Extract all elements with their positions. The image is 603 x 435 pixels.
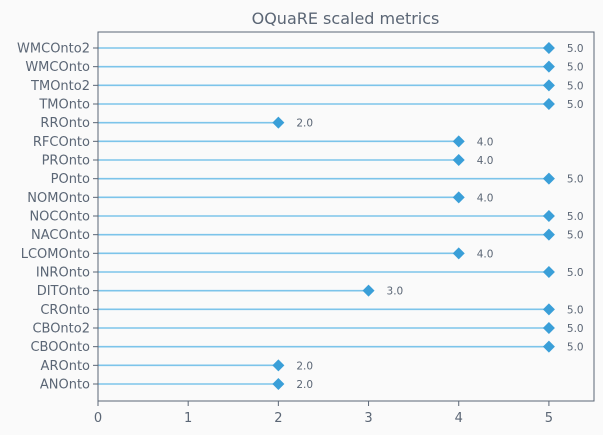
marker-anonto <box>272 378 285 390</box>
y-tick-label-ditonto: DITOnto <box>37 284 90 299</box>
marker-ditonto <box>362 284 375 297</box>
y-tick-label-pronto: PROnto <box>42 154 90 169</box>
x-tick-label-3: 3 <box>364 411 372 426</box>
marker-inronto <box>542 266 555 278</box>
y-tick-label-rronto: RROnto <box>40 116 90 131</box>
x-axis: 0 1 2 3 4 5 <box>94 401 553 426</box>
x-tick-label-2: 2 <box>274 411 282 426</box>
y-tick-label-anonto: ANOnto <box>40 378 90 393</box>
marker-wmconto <box>542 60 555 73</box>
marker-rronto <box>272 116 285 129</box>
value-label-nomonto: 4.0 <box>477 192 494 204</box>
value-label-noconto: 5.0 <box>567 211 584 223</box>
marker-wmconto2 <box>542 42 555 54</box>
y-tick-label-wmconto: WMCOnto <box>25 60 90 75</box>
y-tick-label-wmconto2: WMCOnto2 <box>17 42 90 57</box>
value-label-aronto: 2.0 <box>296 360 313 372</box>
y-tick-label-cboonto: CBOOnto <box>30 340 90 355</box>
marker-nomonto <box>452 191 465 204</box>
marker-tmonto2 <box>542 79 555 92</box>
marker-tmonto <box>542 98 555 110</box>
y-tick-label-lcomonto: LCOMOnto <box>21 247 90 262</box>
marker-rfconto <box>452 135 465 148</box>
y-tick-label-rfconto: RFCOnto <box>33 135 90 150</box>
data-labels-group: 2.0 2.0 5.0 5.0 5.0 3.0 5.0 4.0 5.0 5.0 4.0 5.0 4.0 4… <box>296 43 583 391</box>
value-label-inronto: 5.0 <box>567 267 584 279</box>
value-label-tmonto2: 5.0 <box>567 80 584 92</box>
value-label-ponto: 5.0 <box>567 174 584 186</box>
y-tick-label-tmonto: TMOnto <box>38 98 90 113</box>
x-tick-label-1: 1 <box>184 411 192 426</box>
y-axis: ANOnto AROnto CBOOnto CBOnto2 CROnto DITOnto I… <box>17 42 98 393</box>
chart-title: OQuaRE scaled metrics <box>252 9 440 28</box>
y-tick-label-ponto: POnto <box>51 172 90 187</box>
marker-cboonto <box>542 340 555 353</box>
y-tick-label-tmonto2: TMOnto2 <box>30 79 90 94</box>
value-label-cboonto: 5.0 <box>567 342 584 354</box>
value-label-naconto: 5.0 <box>567 230 584 242</box>
value-label-rronto: 2.0 <box>296 118 313 130</box>
value-label-rfconto: 4.0 <box>477 136 494 148</box>
stems-group <box>98 47 549 385</box>
marker-cronto <box>542 303 555 316</box>
x-tick-label-4: 4 <box>455 411 463 426</box>
value-label-cronto: 5.0 <box>567 304 584 316</box>
marker-ponto <box>542 172 555 185</box>
y-tick-label-noconto: NOCOnto <box>29 210 90 225</box>
plot-frame <box>97 31 595 402</box>
value-label-anonto: 2.0 <box>296 379 313 391</box>
value-label-lcomonto: 4.0 <box>477 248 494 260</box>
markers-group <box>272 42 555 390</box>
x-tick-label-0: 0 <box>94 411 102 426</box>
y-tick-label-naconto: NACOnto <box>31 228 90 243</box>
value-label-pronto: 4.0 <box>477 155 494 167</box>
x-tick-label-5: 5 <box>545 411 553 426</box>
y-tick-label-cbonto2: CBOnto2 <box>32 322 90 337</box>
y-tick-label-inronto: INROnto <box>36 266 90 281</box>
marker-naconto <box>542 228 555 241</box>
marker-lcomonto <box>452 247 465 260</box>
value-label-tmonto: 5.0 <box>567 99 584 111</box>
y-tick-label-aronto: AROnto <box>41 359 90 374</box>
value-label-cbonto2: 5.0 <box>567 323 584 335</box>
value-label-wmconto2: 5.0 <box>567 43 584 55</box>
value-label-ditonto: 3.0 <box>387 286 404 298</box>
y-tick-label-cronto: CROnto <box>40 303 90 318</box>
marker-cbonto2 <box>542 322 555 334</box>
marker-aronto <box>272 359 285 372</box>
value-label-wmconto: 5.0 <box>567 62 584 74</box>
marker-pronto <box>452 154 465 166</box>
marker-noconto <box>542 210 555 222</box>
y-tick-label-nomonto: NOMOnto <box>27 191 90 206</box>
